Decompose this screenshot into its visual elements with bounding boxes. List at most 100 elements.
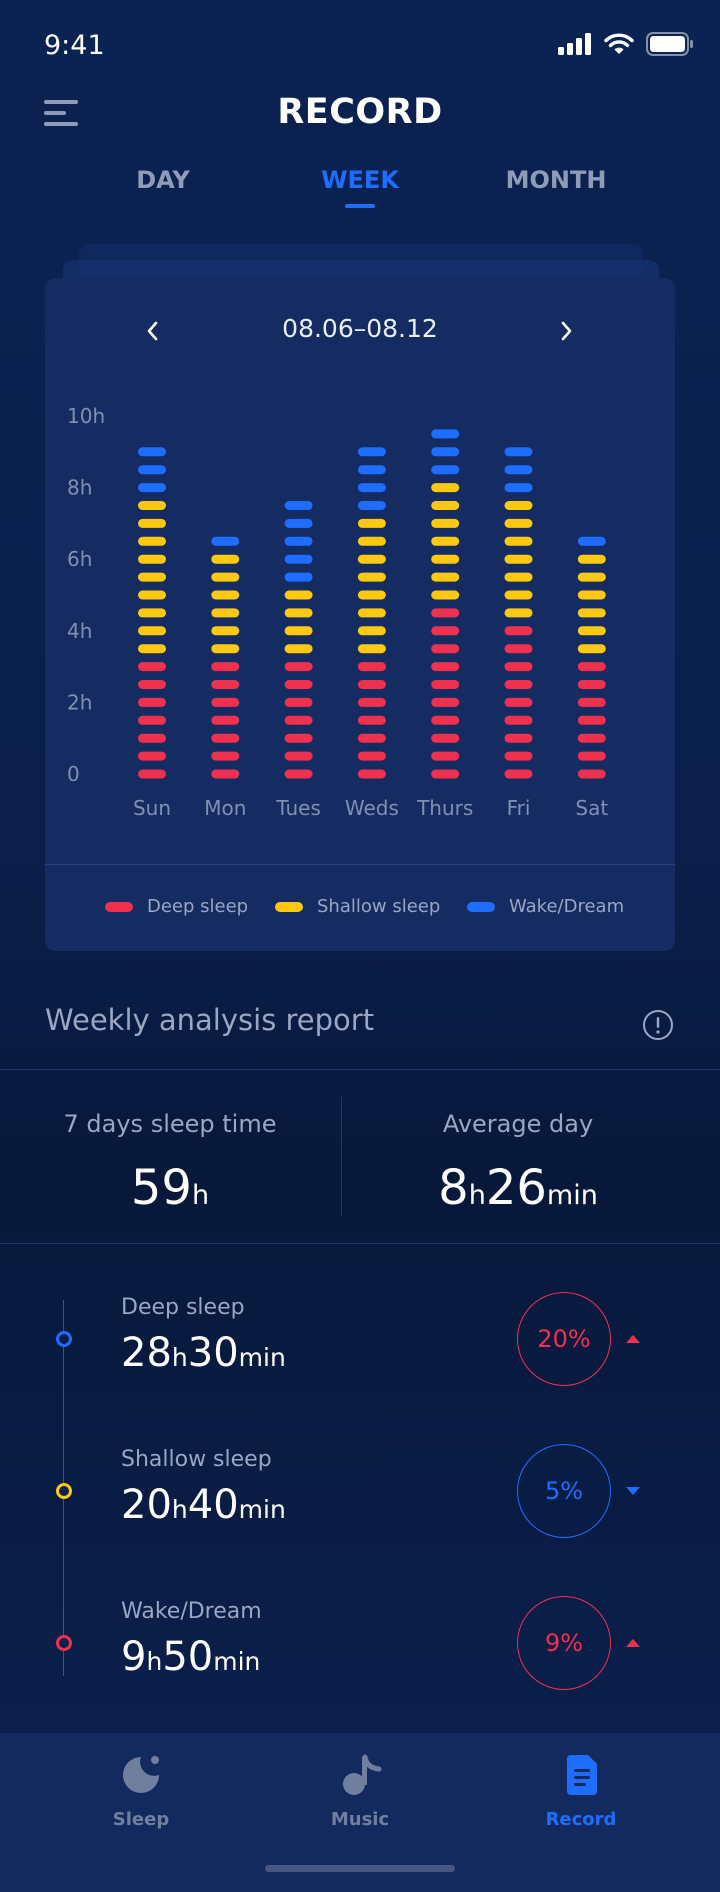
bar-segment-deep-sleep bbox=[504, 644, 533, 654]
nav-label: Record bbox=[545, 1809, 617, 1830]
bar-segment-deep-sleep bbox=[357, 715, 386, 725]
bar-segment-deep-sleep bbox=[284, 680, 313, 689]
music-note-icon bbox=[343, 1754, 382, 1795]
bar-segment-shallow-sleep bbox=[138, 590, 166, 600]
bar-segment-deep-sleep bbox=[211, 662, 240, 672]
bar-segment-shallow-sleep bbox=[138, 626, 166, 636]
divider bbox=[0, 1243, 720, 1244]
legend-swatch-wake bbox=[467, 901, 495, 912]
bar-segment-shallow-sleep bbox=[138, 572, 166, 582]
bar-segment-deep-sleep bbox=[504, 626, 533, 636]
bar-segment-wake-dream bbox=[431, 447, 460, 457]
bar-segment-deep-sleep bbox=[577, 733, 606, 743]
bar-segment-shallow-sleep bbox=[284, 626, 313, 636]
legend-label: Deep sleep bbox=[147, 896, 249, 917]
bar-segment-wake-dream bbox=[357, 483, 386, 493]
bar-segment-deep-sleep bbox=[211, 697, 240, 707]
bar-segment-shallow-sleep bbox=[504, 554, 533, 564]
bar-segment-shallow-sleep bbox=[138, 554, 166, 564]
bar-segment-deep-sleep bbox=[431, 680, 460, 689]
bar-segment-shallow-sleep bbox=[504, 608, 533, 618]
bar-segment-wake-dream bbox=[138, 465, 166, 475]
bar-segment-shallow-sleep bbox=[577, 554, 606, 564]
bar-segment-wake-dream bbox=[211, 536, 240, 546]
metric-value: 20h40min bbox=[121, 1482, 286, 1528]
bar-segment-wake-dream bbox=[504, 447, 533, 457]
bar-segment-deep-sleep bbox=[357, 680, 386, 689]
total-sleep-stat: 7 days sleep time 59h bbox=[0, 1110, 340, 1216]
nav-item-music[interactable]: Music bbox=[280, 1751, 440, 1830]
bar-segment-shallow-sleep bbox=[577, 572, 606, 582]
bar-segment-shallow-sleep bbox=[431, 554, 460, 564]
metric-deep-sleep: Deep sleep 28h30min bbox=[121, 1295, 286, 1376]
bar-segment-deep-sleep bbox=[357, 769, 386, 779]
bar-segment-shallow-sleep bbox=[357, 518, 386, 528]
chevron-left-icon bbox=[147, 321, 158, 341]
average-day-label: Average day bbox=[442, 1110, 594, 1138]
bar-segment-deep-sleep bbox=[211, 715, 240, 725]
x-tick-label: Sat bbox=[575, 796, 608, 820]
bar-segment-shallow-sleep bbox=[138, 608, 166, 618]
bar-segment-deep-sleep bbox=[357, 751, 386, 761]
date-range: 08.06–08.12 bbox=[282, 314, 438, 343]
bar-segment-deep-sleep bbox=[138, 769, 166, 779]
percent-badge-shallow: 5% bbox=[517, 1444, 611, 1538]
tab-day[interactable]: DAY bbox=[136, 166, 190, 194]
bar-segment-shallow-sleep bbox=[431, 536, 460, 546]
bar-segment-shallow-sleep bbox=[211, 644, 240, 654]
bar-segment-deep-sleep bbox=[211, 680, 240, 689]
bar-segment-deep-sleep bbox=[138, 680, 166, 689]
y-tick-label: 8h bbox=[67, 476, 92, 500]
tab-week[interactable]: WEEK bbox=[270, 166, 450, 208]
bar-segment-wake-dream bbox=[431, 465, 460, 475]
bar-segment-deep-sleep bbox=[138, 697, 166, 707]
percent-badge-deep: 20% bbox=[517, 1292, 611, 1386]
bar-segment-wake-dream bbox=[284, 518, 313, 528]
percent-badge-wake: 9% bbox=[517, 1596, 611, 1690]
bar-segment-wake-dream bbox=[504, 483, 533, 493]
bar-segment-shallow-sleep bbox=[504, 572, 533, 582]
y-tick-label: 2h bbox=[67, 690, 92, 714]
bar-segment-shallow-sleep bbox=[357, 644, 386, 654]
metric-label: Wake/Dream bbox=[121, 1599, 262, 1624]
trend-up-icon bbox=[626, 1639, 640, 1647]
bar-segment-deep-sleep bbox=[211, 751, 240, 761]
bar-segment-shallow-sleep bbox=[504, 590, 533, 600]
bar-segment-deep-sleep bbox=[431, 697, 460, 707]
bar-segment-deep-sleep bbox=[431, 644, 460, 654]
bar-segment-wake-dream bbox=[138, 447, 166, 457]
bar-segment-deep-sleep bbox=[211, 769, 240, 779]
nav-item-sleep[interactable]: Sleep bbox=[61, 1751, 221, 1830]
bar-segment-shallow-sleep bbox=[504, 501, 533, 510]
bar-segment-shallow-sleep bbox=[211, 608, 240, 618]
x-tick-label: Tues bbox=[275, 796, 321, 820]
total-sleep-label: 7 days sleep time bbox=[63, 1110, 277, 1138]
legend-item-deep: Deep sleep bbox=[105, 896, 248, 917]
prev-week-button[interactable] bbox=[138, 316, 168, 346]
bar-segment-deep-sleep bbox=[504, 715, 533, 725]
bar-segment-deep-sleep bbox=[138, 715, 166, 725]
status-time: 9:41 bbox=[44, 30, 105, 61]
bar-segment-wake-dream bbox=[284, 536, 313, 546]
bar-segment-shallow-sleep bbox=[211, 554, 240, 564]
bar-segment-deep-sleep bbox=[357, 733, 386, 743]
bar-segment-shallow-sleep bbox=[211, 590, 240, 600]
legend-item-wake: Wake/Dream bbox=[467, 896, 624, 917]
next-week-button[interactable] bbox=[551, 316, 581, 346]
stat-divider bbox=[341, 1097, 342, 1215]
y-tick-label: 10h bbox=[67, 404, 105, 428]
nav-item-record[interactable]: Record bbox=[501, 1751, 661, 1830]
x-tick-label: Thurs bbox=[416, 796, 473, 820]
tab-month[interactable]: MONTH bbox=[505, 166, 607, 194]
bar-segment-wake-dream bbox=[284, 501, 313, 510]
bar-segment-deep-sleep bbox=[431, 608, 460, 618]
bar-segment-deep-sleep bbox=[577, 715, 606, 725]
metric-wake-dream: Wake/Dream 9h50min bbox=[121, 1599, 262, 1680]
bar-segment-shallow-sleep bbox=[577, 626, 606, 636]
menu-icon[interactable] bbox=[44, 98, 80, 128]
info-icon[interactable] bbox=[642, 1009, 674, 1041]
bar-segment-shallow-sleep bbox=[577, 590, 606, 600]
bar-segment-shallow-sleep bbox=[138, 518, 166, 528]
bar-segment-shallow-sleep bbox=[431, 483, 460, 493]
bar-segment-deep-sleep bbox=[138, 733, 166, 743]
